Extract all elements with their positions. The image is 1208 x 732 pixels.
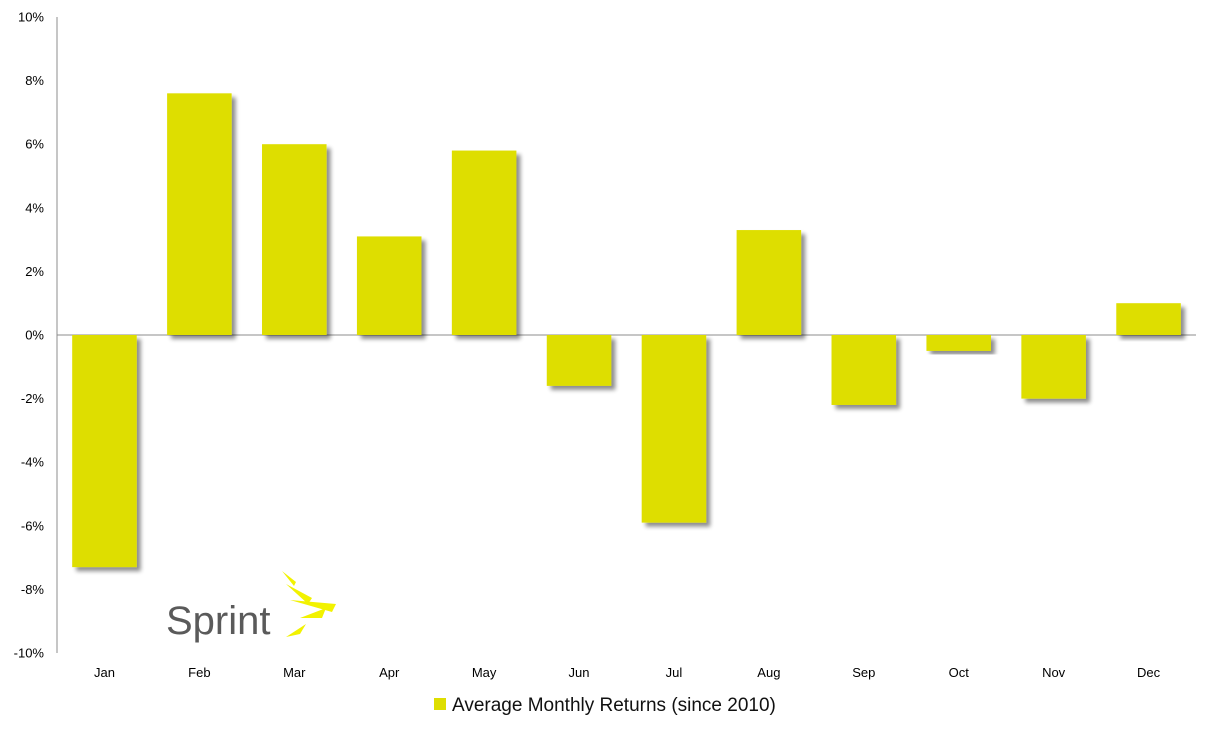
sprint-pin-icon — [282, 571, 336, 637]
x-tick-label: Jul — [666, 665, 683, 680]
bar-jul — [641, 335, 707, 523]
y-tick-label: 4% — [25, 200, 44, 215]
x-tick-label: Nov — [1042, 665, 1066, 680]
bar-jun — [546, 335, 612, 386]
x-tick-label: Aug — [757, 665, 780, 680]
y-tick-label: 10% — [18, 10, 44, 25]
x-tick-label: Jun — [569, 665, 590, 680]
x-tick-label: Jan — [94, 665, 115, 680]
bar-apr — [356, 236, 422, 335]
x-tick-label: Feb — [188, 665, 210, 680]
y-tick-label: -2% — [21, 391, 45, 406]
y-tick-label: 2% — [25, 264, 44, 279]
y-tick-label: -10% — [14, 646, 45, 661]
y-tick-label: -8% — [21, 582, 45, 597]
bar-may — [451, 150, 517, 335]
legend-label: Average Monthly Returns (since 2010) — [452, 695, 776, 716]
bar-jan — [72, 335, 137, 568]
bar-oct — [926, 335, 991, 351]
x-tick-label: Dec — [1137, 665, 1161, 680]
y-tick-label: -6% — [21, 518, 45, 533]
x-tick-label: Mar — [283, 665, 306, 680]
legend-swatch — [434, 698, 446, 710]
bars — [72, 93, 1181, 568]
sprint-logo: Sprint — [166, 571, 336, 643]
bar-dec — [1116, 303, 1181, 335]
y-tick-label: -4% — [21, 455, 45, 470]
bar-nov — [1021, 335, 1086, 399]
y-axis: 10% 8% 6% 4% 2% 0% -2% -4% -6% -8% -10% — [14, 10, 1196, 661]
x-axis-labels: Jan Feb Mar Apr May Jun Jul Aug Sep Oct Nov Dec — [94, 665, 1161, 680]
x-tick-label: Oct — [949, 665, 970, 680]
bar-sep — [831, 335, 897, 405]
x-tick-label: May — [472, 665, 497, 680]
y-tick-label: 8% — [25, 73, 44, 88]
y-tick-label: 0% — [25, 328, 44, 343]
bar-feb — [167, 93, 232, 335]
sprint-logo-text: Sprint — [166, 599, 271, 643]
x-tick-label: Apr — [379, 665, 400, 680]
bar-aug — [736, 230, 802, 335]
x-tick-label: Sep — [852, 665, 875, 680]
y-tick-label: 6% — [25, 137, 44, 152]
legend: Average Monthly Returns (since 2010) — [434, 695, 776, 716]
bar-mar — [262, 144, 327, 335]
